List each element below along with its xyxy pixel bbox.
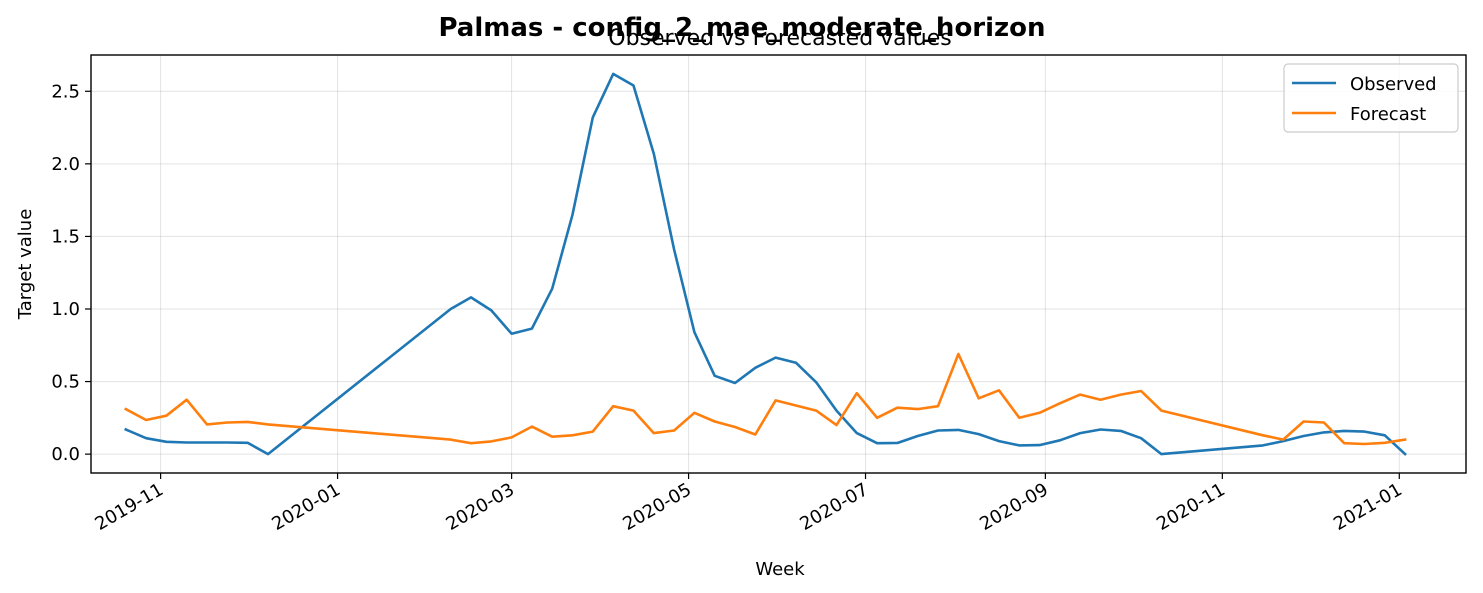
- legend: Observed Forecast: [1283, 63, 1459, 133]
- y-tick-label: 0.5: [51, 372, 80, 393]
- chart-subtitle: Observed vs Forecasted values: [608, 26, 951, 51]
- series-line-forecast: [124, 352, 1407, 446]
- chart-suptitle: Palmas - config_2_mae_moderate_horizon: [438, 13, 1045, 43]
- y-tick-label: 1.5: [51, 226, 80, 247]
- x-axis-label: Week: [755, 559, 805, 580]
- y-axis-ticks: 0.0 0.5 1.0 1.5 2.0 2.5: [51, 81, 91, 465]
- legend-forecast-label: Forecast: [1350, 104, 1426, 125]
- y-tick-label: 1.0: [51, 299, 80, 320]
- series-lines: [124, 72, 1407, 456]
- legend-box: [1283, 63, 1459, 133]
- legend-observed-label: Observed: [1350, 74, 1437, 95]
- series-line-observed: [124, 72, 1407, 456]
- y-axis-label: Target value: [15, 209, 36, 321]
- y-tick-label: 0.0: [51, 444, 80, 465]
- plot-frame: [90, 54, 1467, 474]
- y-tick-label: 2.5: [51, 81, 80, 102]
- y-tick-label: 2.0: [51, 154, 80, 175]
